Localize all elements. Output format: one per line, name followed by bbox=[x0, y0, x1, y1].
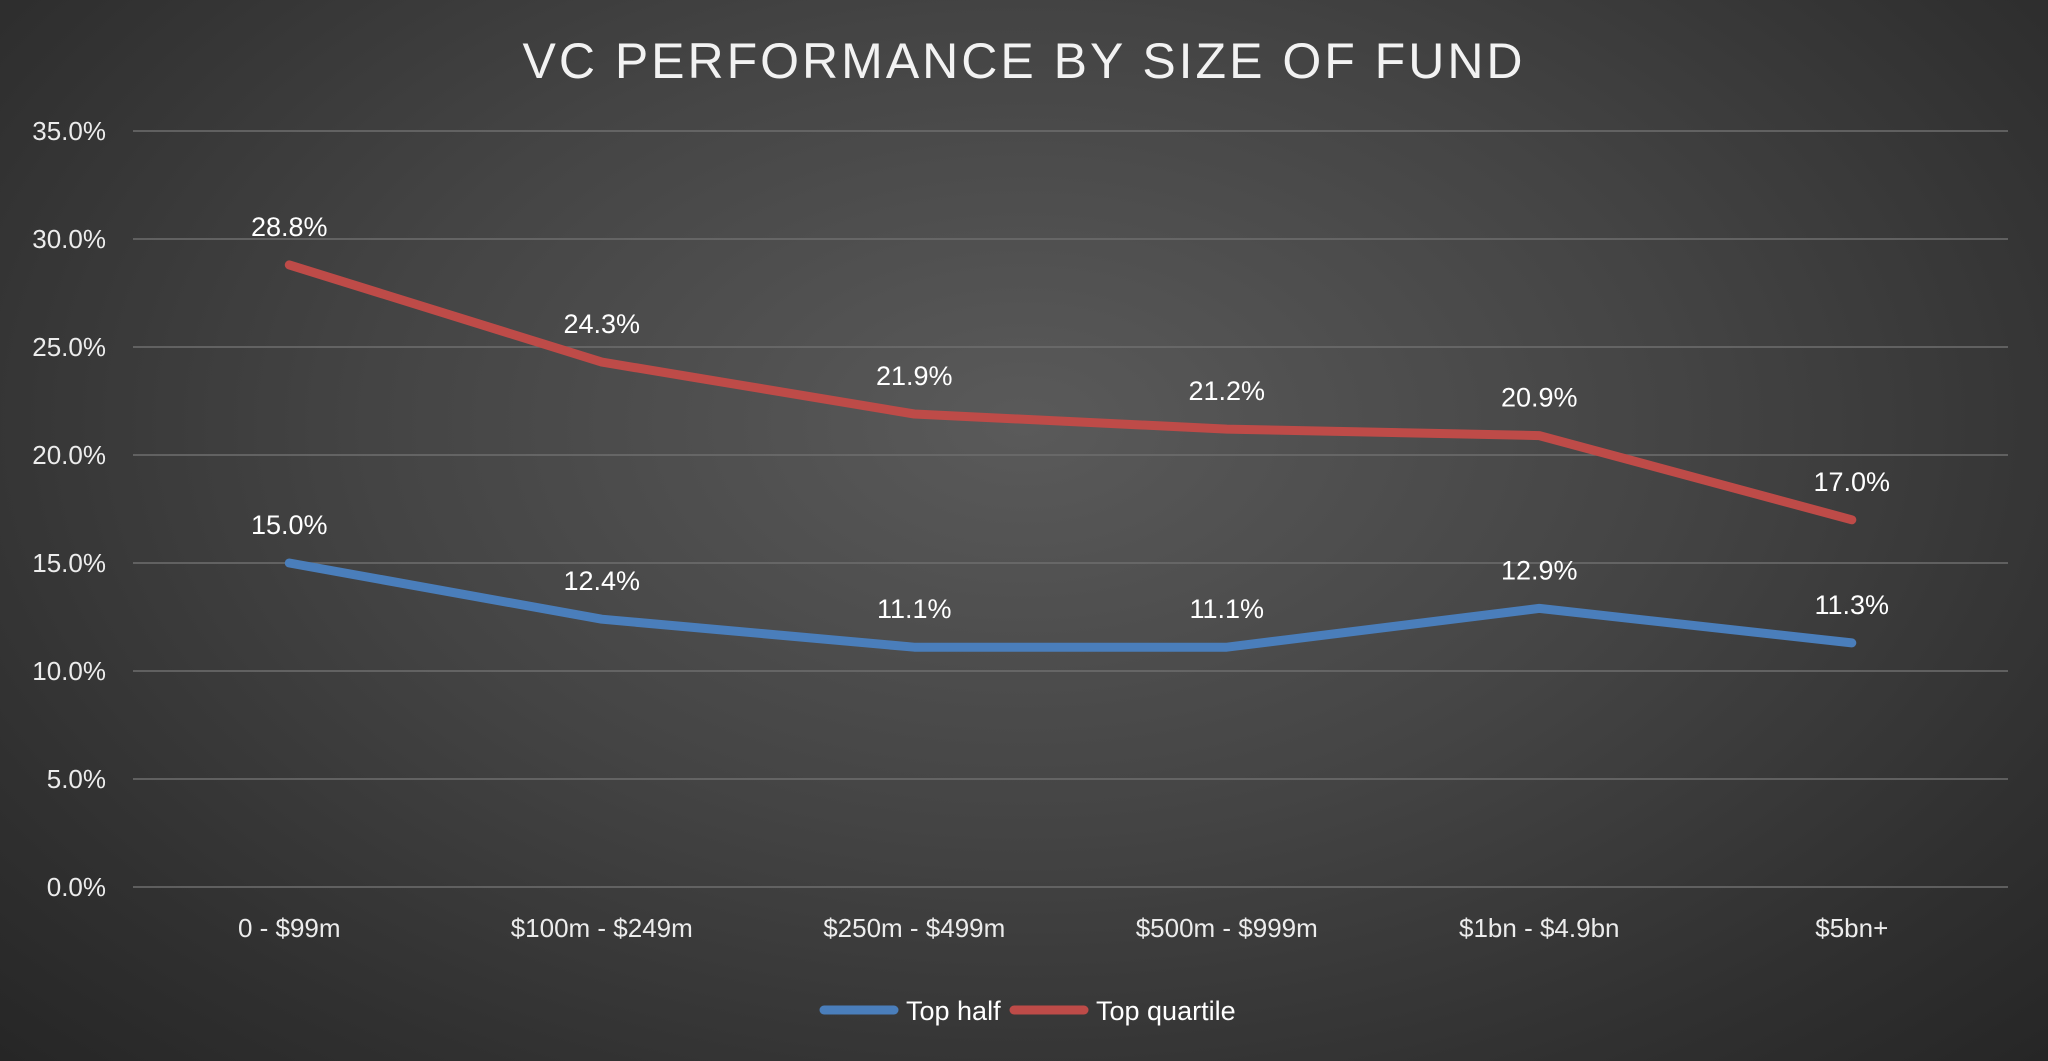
y-tick-label: 10.0% bbox=[32, 656, 106, 686]
x-tick-label: $100m - $249m bbox=[511, 913, 693, 943]
y-tick-label: 35.0% bbox=[32, 116, 106, 146]
gridlines bbox=[133, 130, 2008, 888]
data-label: 11.3% bbox=[1814, 590, 1889, 620]
series-lines bbox=[284, 260, 1857, 652]
data-labels: 15.0% 12.4% 11.1% 11.1% 12.9% 11.3% 28.8% 24.3%… bbox=[251, 212, 1890, 624]
y-tick-label: 5.0% bbox=[47, 764, 106, 794]
data-label: 17.0% bbox=[1813, 467, 1890, 497]
data-label: 21.9% bbox=[876, 361, 953, 391]
chart-title: VC PERFORMANCE BY SIZE OF FUND bbox=[522, 33, 1525, 89]
data-label: 11.1% bbox=[1189, 594, 1264, 624]
y-tick-label: 30.0% bbox=[32, 224, 106, 254]
y-axis-ticks: 0.0% 5.0% 10.0% 15.0% 20.0% 25.0% 30.0% 35.0% bbox=[32, 116, 106, 902]
x-tick-label: $250m - $499m bbox=[823, 913, 1005, 943]
data-label: 12.4% bbox=[563, 566, 640, 596]
legend: Top half Top quartile bbox=[819, 996, 1236, 1026]
x-tick-label: $5bn+ bbox=[1815, 913, 1888, 943]
legend-label: Top quartile bbox=[1096, 996, 1236, 1026]
y-tick-label: 20.0% bbox=[32, 440, 106, 470]
x-tick-label: $500m - $999m bbox=[1136, 913, 1318, 943]
data-label: 12.9% bbox=[1501, 555, 1578, 585]
data-label: 20.9% bbox=[1501, 383, 1578, 413]
legend-label: Top half bbox=[906, 996, 1001, 1026]
series-line-1 bbox=[284, 260, 1857, 525]
data-label: 24.3% bbox=[563, 309, 640, 339]
x-tick-label: 0 - $99m bbox=[238, 913, 341, 943]
y-tick-label: 25.0% bbox=[32, 332, 106, 362]
data-label: 21.2% bbox=[1188, 376, 1265, 406]
y-tick-label: 15.0% bbox=[32, 548, 106, 578]
data-label: 15.0% bbox=[251, 510, 328, 540]
series-line-0 bbox=[284, 558, 1857, 652]
x-axis-ticks: 0 - $99m $100m - $249m $250m - $499m $500m … bbox=[238, 913, 1888, 943]
x-tick-label: $1bn - $4.9bn bbox=[1459, 913, 1619, 943]
y-tick-label: 0.0% bbox=[47, 872, 106, 902]
data-label: 11.1% bbox=[877, 594, 952, 624]
data-label: 28.8% bbox=[251, 212, 328, 242]
